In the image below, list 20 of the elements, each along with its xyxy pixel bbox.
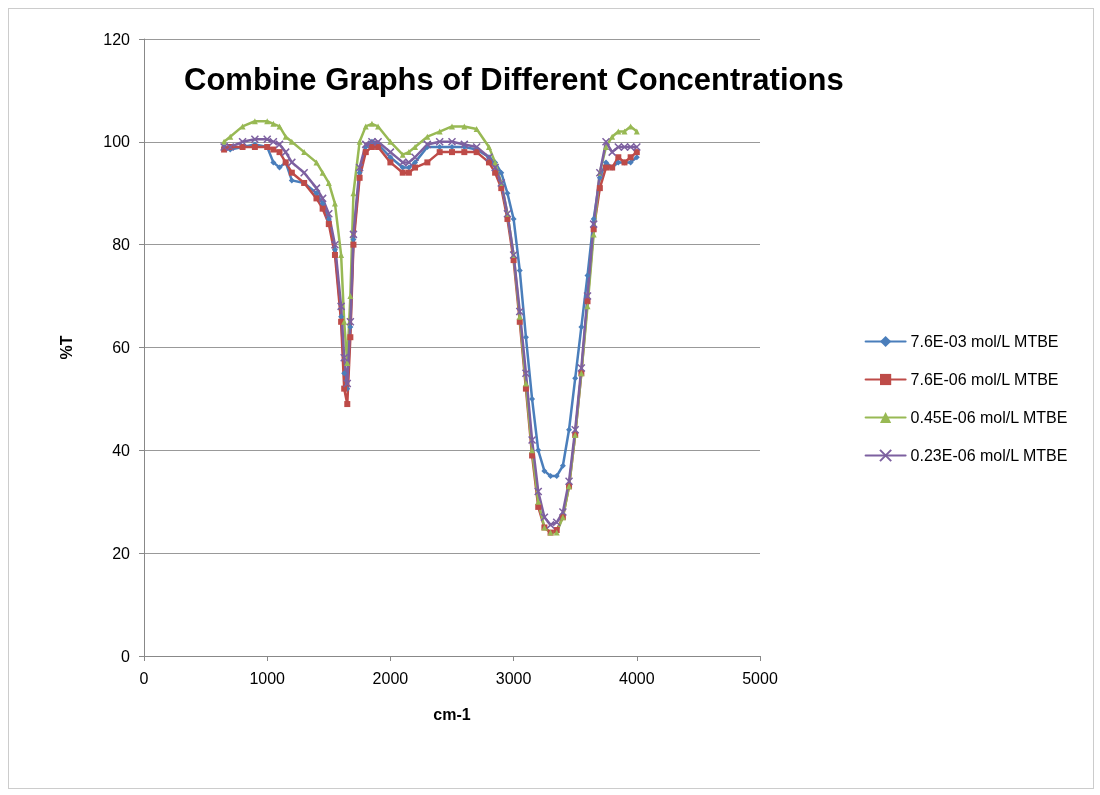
y-tick-label: 100	[103, 133, 131, 151]
y-axis-title: %T	[57, 335, 75, 360]
legend-label: 7.6E-03 mol/L MTBE	[910, 333, 1059, 350]
y-tick-label: 120	[103, 30, 131, 48]
y-tick-label: 80	[112, 236, 131, 254]
legend-label: 0.23E-06 mol/L MTBE	[910, 447, 1068, 464]
x-tick-label: 4000	[619, 669, 655, 687]
y-tick-label: 20	[112, 544, 131, 562]
y-tick-label: 40	[112, 441, 131, 459]
x-axis-title: cm-1	[433, 705, 471, 723]
x-tick-label: 0	[139, 669, 149, 687]
x-tick-label: 2000	[372, 669, 409, 687]
x-tick-label: 3000	[495, 669, 532, 687]
legend-label: 0.45E-06 mol/L MTBE	[910, 409, 1068, 426]
legend-label: 7.6E-06 mol/L MTBE	[910, 371, 1059, 388]
text: Combine Graphs of Different Concentrations	[184, 62, 844, 97]
x-tick-label: 1000	[249, 669, 286, 687]
x-tick-label: 5000	[742, 669, 778, 687]
y-tick-label: 60	[112, 339, 131, 356]
y-tick-label: 0	[121, 647, 131, 665]
